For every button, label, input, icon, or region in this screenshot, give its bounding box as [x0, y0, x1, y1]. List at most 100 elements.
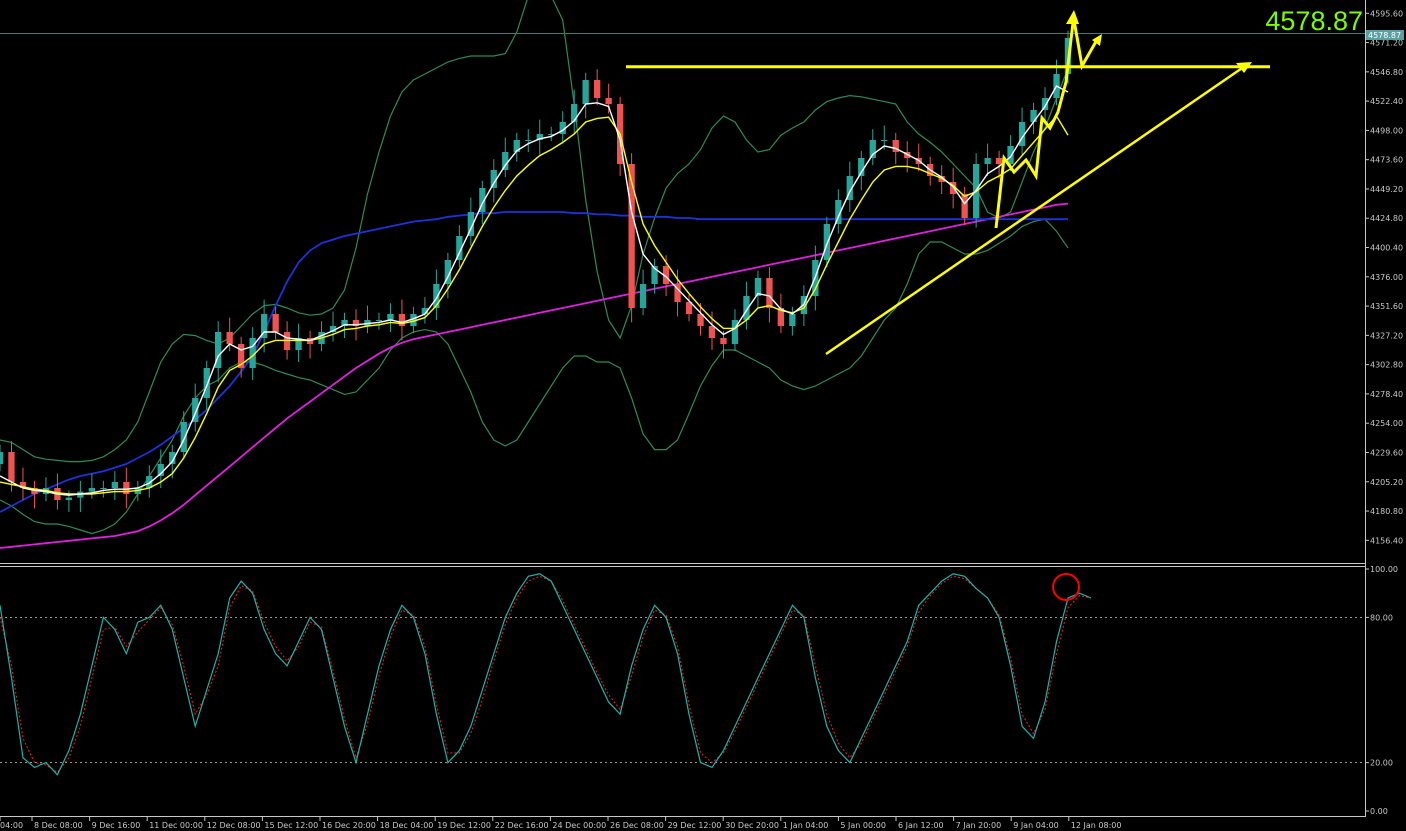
candle-body[interactable] [387, 314, 394, 320]
candle-body[interactable] [444, 260, 451, 284]
candle-body[interactable] [8, 452, 15, 482]
candle-body[interactable] [456, 236, 463, 260]
time-tick-label: 12 Jan 08:00 [1071, 821, 1122, 830]
candle-body[interactable] [272, 314, 279, 332]
stochastic-tick-label: 80.00 [1370, 613, 1393, 622]
candle-body[interactable] [571, 104, 578, 122]
candle-body[interactable] [950, 182, 957, 194]
candle-body[interactable] [192, 398, 199, 422]
candle-body[interactable] [329, 326, 337, 332]
candle-body[interactable] [835, 200, 842, 224]
candle-body[interactable] [892, 140, 899, 152]
candle-body[interactable] [88, 488, 95, 492]
time-tick-label: 22 Dec 16:00 [495, 821, 549, 830]
candle-body[interactable] [754, 278, 762, 296]
candle-body[interactable] [662, 266, 670, 284]
candle-body[interactable] [146, 476, 153, 488]
candle-body[interactable] [249, 338, 256, 368]
candle-body[interactable] [594, 80, 601, 98]
candle-body[interactable] [1041, 98, 1049, 110]
candle-body[interactable] [559, 122, 566, 134]
candle-body[interactable] [123, 482, 130, 494]
candle-body[interactable] [341, 320, 348, 326]
candle-body[interactable] [1018, 122, 1026, 146]
candle-body[interactable] [479, 188, 486, 212]
candle-body[interactable] [226, 332, 233, 344]
candle-body[interactable] [261, 314, 268, 338]
candle-body[interactable] [1007, 146, 1014, 164]
candle-body[interactable] [651, 266, 658, 284]
candle-body[interactable] [375, 320, 383, 321]
candle-body[interactable] [628, 164, 635, 308]
candle-body[interactable] [65, 497, 72, 500]
price-tick-label: 4522.40 [1370, 97, 1403, 106]
candle-body[interactable] [157, 464, 164, 476]
candle-body[interactable] [720, 338, 727, 344]
candle-body[interactable] [295, 338, 302, 350]
projection-zigzag[interactable] [1072, 19, 1100, 71]
candle-body[interactable] [525, 140, 532, 141]
time-tick-label: 12 Dec 08:00 [207, 821, 261, 830]
candle-body[interactable] [582, 80, 589, 104]
candle-body[interactable] [605, 98, 612, 104]
candle-body[interactable] [766, 278, 773, 308]
candle-body[interactable] [639, 284, 647, 308]
candle-body[interactable] [823, 224, 830, 260]
price-panel[interactable] [0, 0, 1365, 549]
candle-body[interactable] [674, 284, 681, 302]
time-axis[interactable]: 04:00 8 Dec 08:00 9 Dec 16:00 11 Dec 00:00 1… [0, 817, 1121, 830]
candle-body[interactable] [169, 452, 176, 464]
candle-body[interactable] [697, 314, 704, 326]
candle-body[interactable] [731, 320, 739, 344]
candle-body[interactable] [743, 296, 750, 320]
candle-body[interactable] [777, 308, 784, 326]
candle-body[interactable] [433, 284, 440, 308]
candle-body[interactable] [19, 482, 27, 488]
candle-body[interactable] [708, 326, 716, 338]
candle-body[interactable] [536, 134, 543, 140]
candle-body[interactable] [984, 158, 991, 164]
candle-body[interactable] [548, 134, 555, 135]
time-tick-label: 29 Dec 12:00 [668, 821, 722, 830]
price-tick-label: 4449.20 [1370, 185, 1403, 194]
drawing-annotations[interactable] [626, 10, 1270, 356]
price-axis[interactable]: 4595.60 4571.20 4546.80 4522.40 4498.00 4473.… [1365, 9, 1403, 545]
moving-average-magenta [0, 202, 1069, 549]
candle-body[interactable] [203, 368, 210, 398]
candle-body[interactable] [215, 332, 222, 368]
bollinger-upper-band [0, 0, 1069, 463]
candle-body[interactable] [995, 158, 1003, 164]
candle-body[interactable] [467, 212, 474, 236]
candle-body[interactable] [100, 488, 107, 489]
candle-body[interactable] [421, 308, 428, 314]
candle-body[interactable] [0, 452, 4, 464]
candle-body[interactable] [398, 314, 406, 326]
candle-body[interactable] [881, 140, 888, 141]
candle-body[interactable] [513, 140, 520, 152]
candle-body[interactable] [111, 482, 118, 488]
price-tick-label: 4229.60 [1370, 448, 1403, 457]
candle-body[interactable] [490, 170, 497, 188]
stochastic-tick-label: 20.00 [1370, 759, 1393, 768]
price-tag-label: 4578.87 [1368, 31, 1401, 40]
projection-arrow-path[interactable] [994, 13, 1076, 229]
time-tick-label: 24 Dec 00:00 [552, 821, 606, 830]
candle-body[interactable] [789, 314, 796, 326]
candle-body[interactable] [961, 194, 968, 218]
candle-body[interactable] [238, 344, 245, 368]
candle-body[interactable] [685, 302, 693, 314]
candle-body[interactable] [1030, 110, 1037, 122]
support-trendline[interactable] [825, 62, 1249, 356]
stochastic-axis[interactable]: 100.00 80.00 20.00 0.00 [1365, 565, 1398, 816]
candle-body[interactable] [180, 422, 187, 452]
time-tick-label: 5 Jan 00:00 [840, 821, 886, 830]
stochastic-panel[interactable] [0, 573, 1365, 776]
candle-body[interactable] [502, 152, 509, 170]
candle-body[interactable] [846, 176, 853, 200]
candle-body[interactable] [858, 158, 865, 176]
candle-body[interactable] [352, 320, 360, 326]
candle-body[interactable] [869, 140, 876, 158]
candle-body[interactable] [410, 314, 417, 326]
